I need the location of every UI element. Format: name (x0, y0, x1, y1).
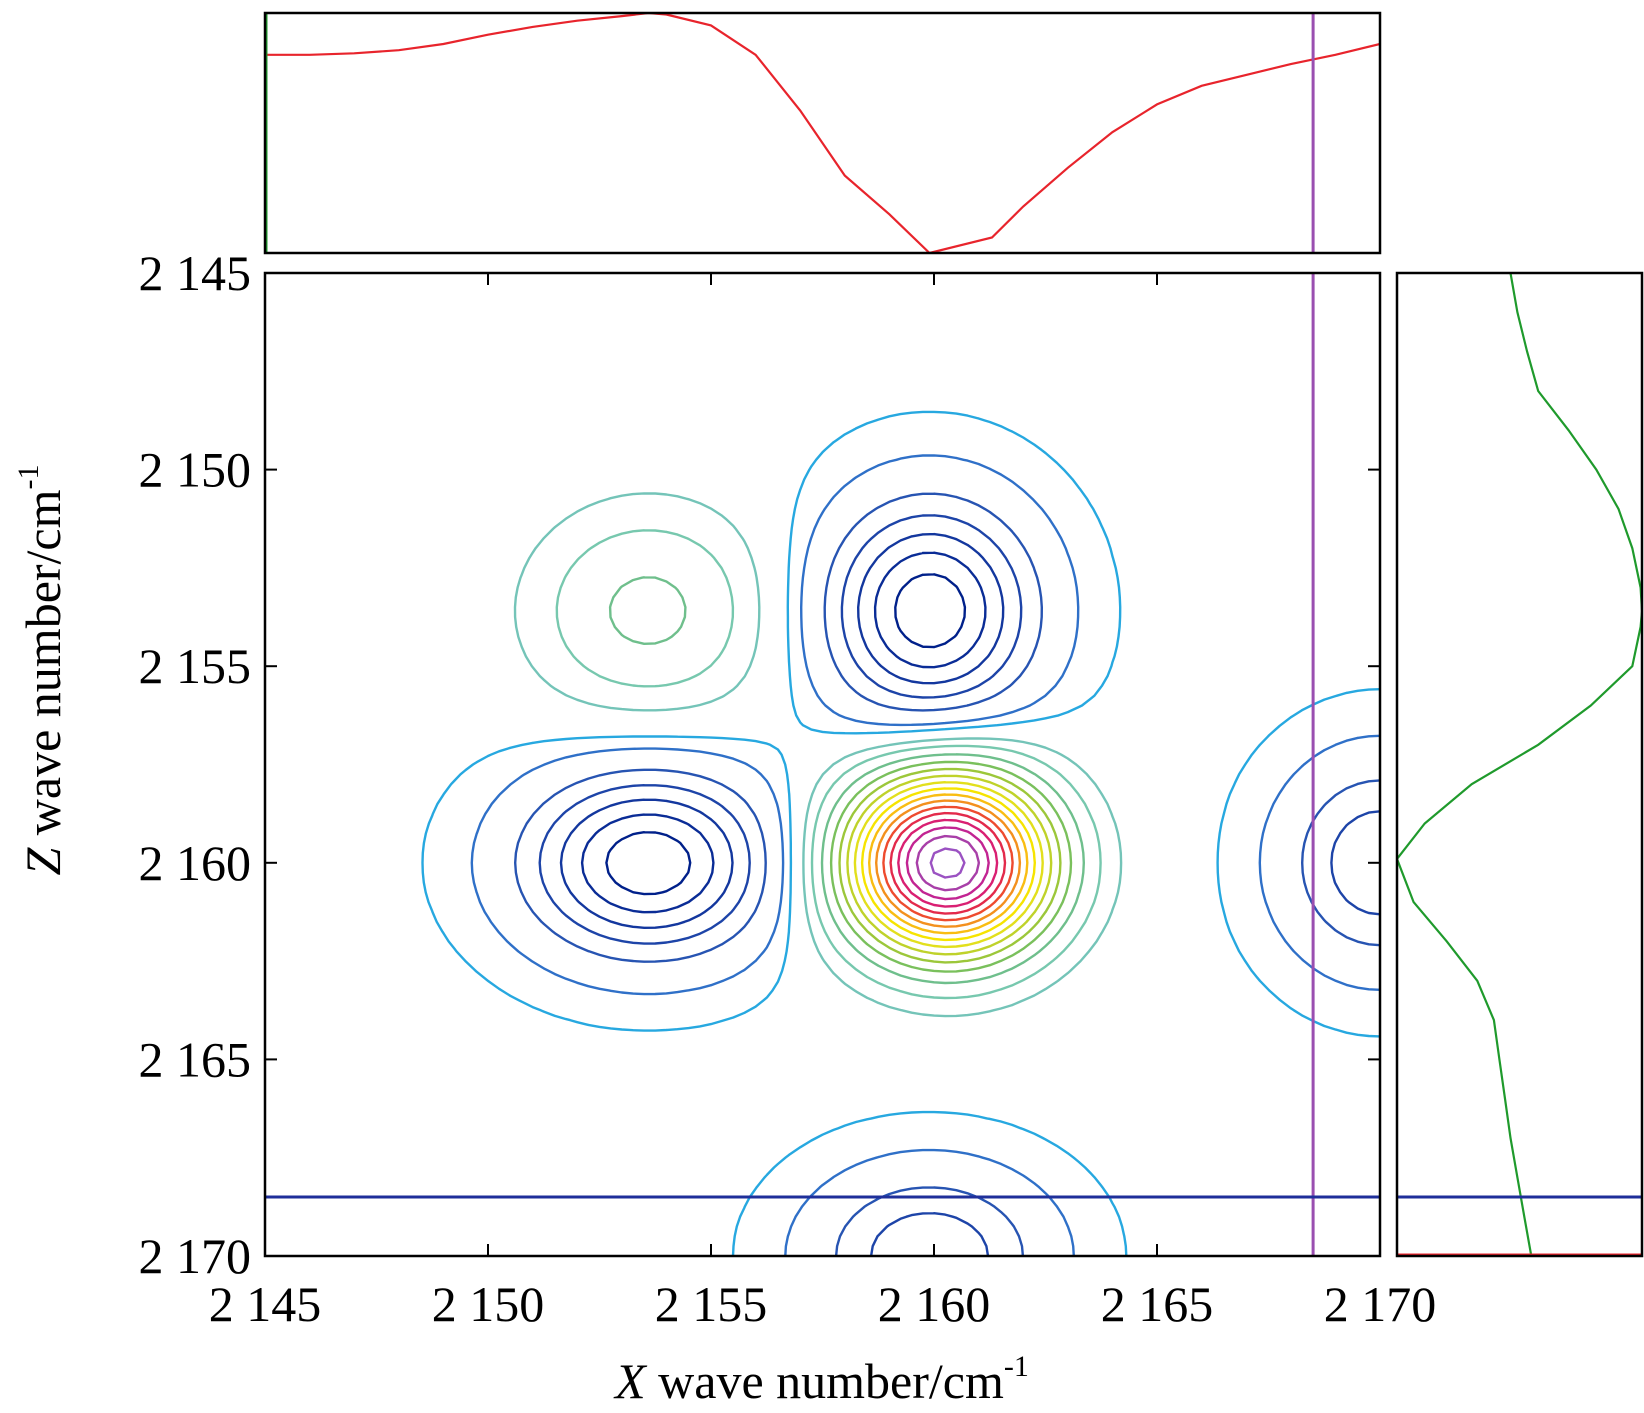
contour-level-18 (882, 805, 1014, 922)
contour-level-12 (838, 767, 1062, 964)
y-tick-label: 2 170 (139, 1228, 252, 1284)
top-trace-group (265, 13, 1380, 253)
y-tick-label: 2 150 (139, 442, 252, 498)
contour-level-2 (580, 551, 987, 914)
contour-level-3 (559, 532, 1005, 929)
x-tick-label: 2 145 (209, 1276, 322, 1332)
top-spectrum-panel (263, 11, 1382, 255)
y-axis-title: Z wave number/cm-1 (12, 464, 71, 875)
y-tick-label: 2 160 (139, 835, 252, 891)
contour-level-17 (875, 799, 1022, 928)
contour-level-19 (889, 811, 1007, 915)
contour-plot-area (263, 271, 1382, 1258)
contour-level-23 (929, 847, 966, 879)
x-tick-label: 2 165 (1101, 1276, 1214, 1332)
contour-level-13 (846, 774, 1053, 956)
contour-level-5 (514, 492, 1380, 1256)
top-spectrum-line (265, 13, 1380, 253)
contour-level-14 (853, 781, 1044, 949)
contour-level-21 (905, 826, 990, 901)
contour-level-8 (513, 492, 1123, 1018)
y-tick-label: 2 155 (139, 638, 252, 694)
y-tick-label: 2 165 (139, 1031, 252, 1087)
contour-level-20 (897, 818, 999, 908)
right-spectrum-panel (1395, 271, 1644, 1258)
x-tick-label: 2 170 (1324, 1276, 1437, 1332)
contour-level-6 (470, 454, 1380, 1256)
right-trace-group (1397, 273, 1642, 1256)
contour-level-22 (915, 834, 980, 892)
contour-level-9 (555, 529, 1102, 1000)
contour-level-4 (538, 514, 1380, 1256)
contour-level-11 (829, 760, 1073, 973)
x-tick-label: 2 150 (432, 1276, 545, 1332)
contour-level-16 (868, 793, 1029, 935)
top-frame (263, 11, 1382, 255)
contour-level-1 (605, 573, 967, 896)
contour-level-10 (608, 576, 1085, 985)
x-axis-title: X wave number/cm-1 (613, 1350, 1029, 1409)
right-frame (1395, 271, 1644, 1258)
contour-lines (421, 410, 1380, 1256)
x-tick-label: 2 155 (655, 1276, 768, 1332)
y-tick-label: 2 145 (139, 245, 252, 301)
contour-level-7 (421, 410, 1380, 1256)
main-frame (263, 271, 1382, 1258)
contour-level-15 (860, 787, 1036, 942)
x-tick-label: 2 160 (878, 1276, 991, 1332)
right-spectrum-line (1397, 273, 1642, 1256)
